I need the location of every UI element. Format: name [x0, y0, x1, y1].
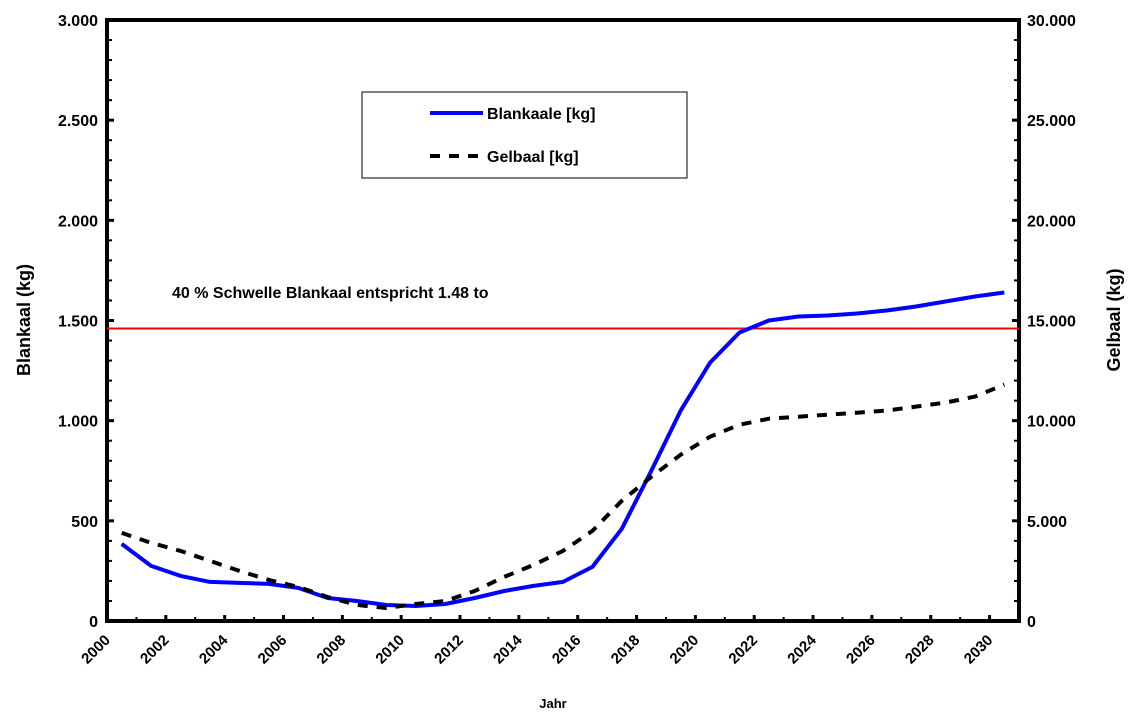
x-tick-label: 2024: [784, 631, 820, 667]
x-tick-label: 2002: [137, 632, 173, 668]
legend-box: [361, 91, 688, 179]
x-tick-label: 2014: [490, 631, 526, 667]
x-axis-title: Jahr: [539, 696, 566, 711]
legend-label-blankaale: Blankaale [kg]: [487, 106, 595, 123]
right-tick-label: 15.000: [1027, 314, 1076, 331]
right-axis-title: Gelbaal (kg): [1104, 268, 1124, 371]
x-tick-label: 2010: [372, 632, 408, 668]
x-tick-label: 2030: [961, 632, 997, 668]
x-tick-label: 2012: [431, 632, 467, 668]
x-tick-label: 2006: [255, 632, 291, 668]
threshold-label: 40 % Schwelle Blankaal entspricht 1.48 t…: [172, 285, 489, 302]
right-tick-label: 30.000: [1027, 13, 1076, 30]
left-tick-label: 500: [71, 514, 98, 531]
right-tick-label: 5.000: [1027, 514, 1067, 531]
series-line-blankaale: [120, 290, 1005, 608]
legend: Blankaale [kg] Gelbaal [kg]: [361, 91, 688, 179]
x-tick-label: 2028: [902, 632, 938, 668]
left-tick-label: 0: [89, 614, 98, 631]
x-tick-label: 2004: [196, 631, 232, 667]
legend-label-gelbaal: Gelbaal [kg]: [487, 149, 579, 166]
x-tick-label: 2026: [843, 632, 879, 668]
right-tick-label: 10.000: [1027, 414, 1076, 431]
right-tick-label: 25.000: [1027, 113, 1076, 130]
x-tick-label: 2008: [314, 632, 350, 668]
left-tick-label: 1.500: [58, 314, 98, 331]
left-axis-title: Blankaal (kg): [14, 264, 34, 376]
x-tick-label: 2022: [725, 632, 761, 668]
left-tick-label: 1.000: [58, 414, 98, 431]
x-tick-label: 2000: [78, 632, 114, 668]
series-layer: [120, 290, 1006, 610]
x-tick-label: 2020: [667, 632, 703, 668]
x-tick-label: 2016: [549, 632, 585, 668]
left-tick-label: 2.000: [58, 213, 98, 230]
right-tick-label: 0: [1027, 614, 1036, 631]
left-tick-label: 3.000: [58, 13, 98, 30]
right-tick-label: 20.000: [1027, 213, 1076, 230]
x-tick-label: 2018: [608, 632, 644, 668]
series-line-gelbaal: [121, 382, 1006, 610]
left-tick-label: 2.500: [58, 113, 98, 130]
